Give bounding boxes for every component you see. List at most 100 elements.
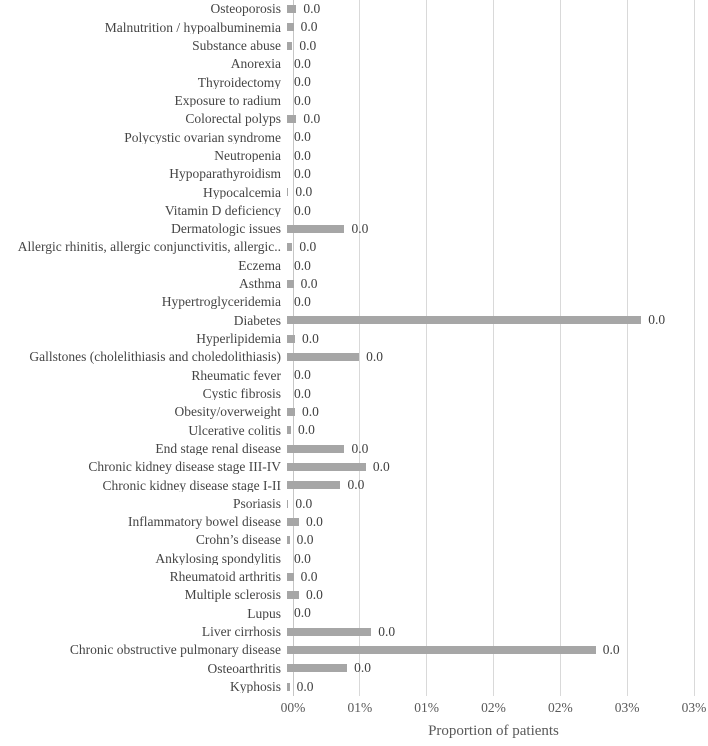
value-label: 0.0	[294, 74, 311, 90]
category-label: Gallstones (cholelithiasis and choledoli…	[29, 350, 281, 364]
bar-track: 0.0	[287, 549, 688, 567]
category-label: Lupus	[247, 606, 281, 621]
bar	[287, 572, 294, 581]
value-label: 0.0	[303, 111, 321, 127]
category-label: Polycystic ovarian syndrome	[124, 130, 281, 145]
bar-track: 0.0	[287, 73, 688, 91]
value-label: 0.0	[294, 56, 311, 72]
value-label: 0.0	[299, 239, 317, 255]
bar-track: 0.0	[287, 18, 688, 36]
chart-row: Dermatologic issues 0.0	[0, 220, 708, 238]
chart-row: Anorexia 0.0	[0, 55, 708, 73]
bar-track: 0.0	[287, 165, 688, 183]
chart-row: Asthma 0.0	[0, 275, 708, 293]
bar-track: 0.0	[287, 385, 688, 403]
category-label: Diabetes	[233, 313, 281, 328]
category-label: Hypertroglyceridemia	[161, 295, 281, 309]
value-label: 0.0	[351, 220, 369, 236]
bar	[287, 627, 372, 636]
bar-track: 0.0	[287, 220, 688, 238]
chart-row: Eczema 0.0	[0, 256, 708, 274]
chart-row: Polycystic ovarian syndrome 0.0	[0, 128, 708, 146]
chart-row: Cystic fibrosis 0.0	[0, 385, 708, 403]
bar-track: 0.0	[287, 403, 688, 421]
category-label: Obesity/overweight	[174, 405, 281, 419]
bar	[287, 224, 345, 233]
x-tick-label: 03%	[681, 700, 707, 715]
chart-row: Osteoporosis 0.0	[0, 0, 708, 18]
bar	[287, 353, 360, 362]
category-label: Anorexia	[230, 57, 281, 71]
bar	[287, 664, 348, 673]
category-label: Thyroidectomy	[197, 75, 281, 90]
chart-row: Inflammatory bowel disease 0.0	[0, 513, 708, 531]
chart-row: Crohn’s disease 0.0	[0, 531, 708, 549]
chart-row: Chronic kidney disease stage III-IV 0.0	[0, 458, 708, 476]
category-label: Rheumatic fever	[191, 368, 281, 383]
value-label: 0.0	[303, 1, 321, 17]
chart-row: Colorectal polyps 0.0	[0, 110, 708, 128]
x-tick-label: 02%	[547, 700, 573, 715]
bar-track: 0.0	[287, 330, 688, 348]
category-label: Ulcerative colitis	[188, 423, 281, 438]
category-label: Inflammatory bowel disease	[128, 515, 281, 529]
chart-row: Diabetes 0.0	[0, 311, 708, 329]
bar	[287, 426, 291, 435]
bar-track: 0.0	[287, 183, 688, 201]
chart-row: Hypocalcemia 0.0	[0, 183, 708, 201]
value-label: 0.0	[378, 623, 396, 639]
bar	[287, 5, 297, 14]
value-label: 0.0	[294, 165, 311, 181]
x-tick-label: 00%	[280, 700, 306, 715]
category-label: Chronic obstructive pulmonary disease	[69, 643, 281, 657]
bar-track: 0.0	[287, 421, 688, 439]
value-label: 0.0	[296, 678, 314, 694]
bar	[287, 23, 294, 32]
bar	[287, 481, 341, 490]
value-label: 0.0	[294, 92, 311, 108]
value-label: 0.0	[294, 147, 311, 163]
value-label: 0.0	[294, 129, 311, 145]
x-axis: 00% 01% 01% 02% 02% 03% 03%	[281, 700, 707, 716]
chart-row: Malnutrition / hypoalbuminemia 0.0	[0, 18, 708, 36]
chart-row: Hyperlipidemia 0.0	[0, 330, 708, 348]
chart-row: Hypertroglyceridemia 0.0	[0, 293, 708, 311]
x-tick-label: 02%	[481, 700, 506, 715]
category-label: Malnutrition / hypoalbuminemia	[104, 20, 281, 35]
chart-row: Allergic rhinitis, allergic conjunctivit…	[0, 238, 708, 256]
bar-track: 0.0	[287, 147, 688, 165]
value-label: 0.0	[366, 349, 384, 365]
bar-track: 0.0	[287, 604, 688, 622]
bar-track: 0.0	[287, 678, 688, 696]
bar-track: 0.0	[287, 659, 688, 677]
chart-row: Obesity/overweight 0.0	[0, 403, 708, 421]
value-label: 0.0	[296, 532, 314, 548]
bar	[287, 316, 642, 325]
value-label: 0.0	[295, 495, 313, 511]
chart-row: Rheumatoid arthritis 0.0	[0, 568, 708, 586]
category-label: Psoriasis	[232, 496, 281, 511]
category-label: Chronic kidney disease stage III-IV	[88, 460, 281, 474]
category-label: Osteoporosis	[210, 2, 282, 16]
category-label: Multiple sclerosis	[184, 588, 281, 602]
value-label: 0.0	[294, 294, 311, 310]
value-label: 0.0	[300, 275, 318, 291]
value-label: 0.0	[294, 550, 311, 566]
bar-track: 0.0	[287, 238, 688, 256]
bar-track: 0.0	[287, 476, 688, 494]
value-label: 0.0	[602, 642, 620, 658]
value-label: 0.0	[306, 513, 323, 529]
category-label: Kyphosis	[229, 679, 281, 694]
value-label: 0.0	[351, 440, 369, 456]
value-label: 0.0	[306, 587, 323, 603]
category-label: Ankylosing spondylitis	[155, 551, 281, 566]
bar-track: 0.0	[287, 366, 688, 384]
category-label: Asthma	[239, 277, 281, 291]
bar-track: 0.0	[287, 0, 688, 18]
x-tick-label: 01%	[414, 700, 440, 715]
bar-track: 0.0	[287, 128, 688, 146]
bar	[287, 188, 289, 197]
value-label: 0.0	[294, 605, 311, 621]
category-label: Rheumatoid arthritis	[169, 570, 281, 584]
value-label: 0.0	[298, 422, 315, 438]
